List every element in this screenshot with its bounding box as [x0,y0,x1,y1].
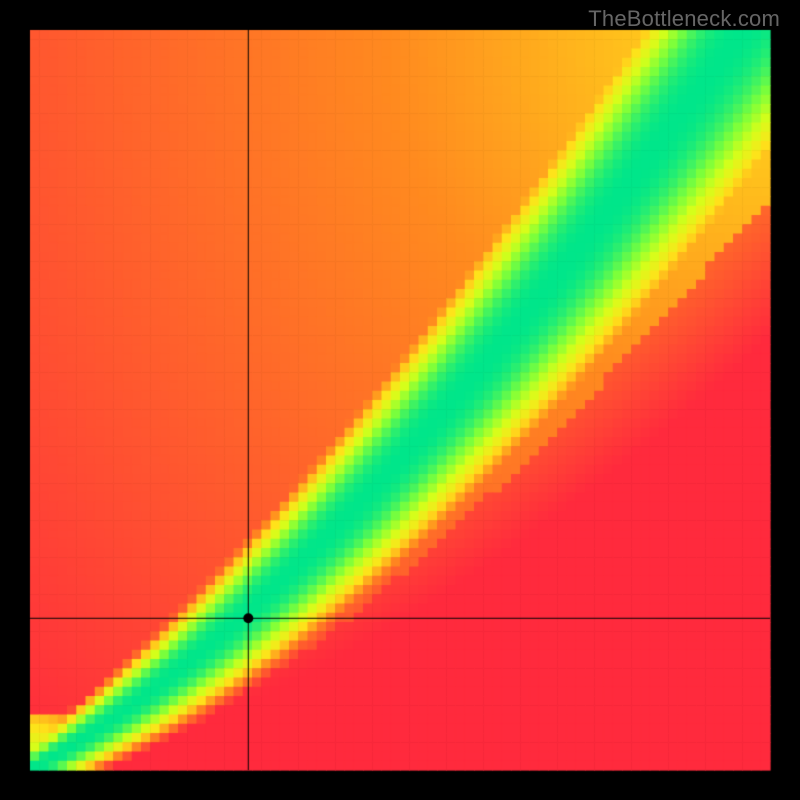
watermark-text: TheBottleneck.com [588,6,780,32]
chart-container: TheBottleneck.com [0,0,800,800]
heatmap-canvas [0,0,800,800]
